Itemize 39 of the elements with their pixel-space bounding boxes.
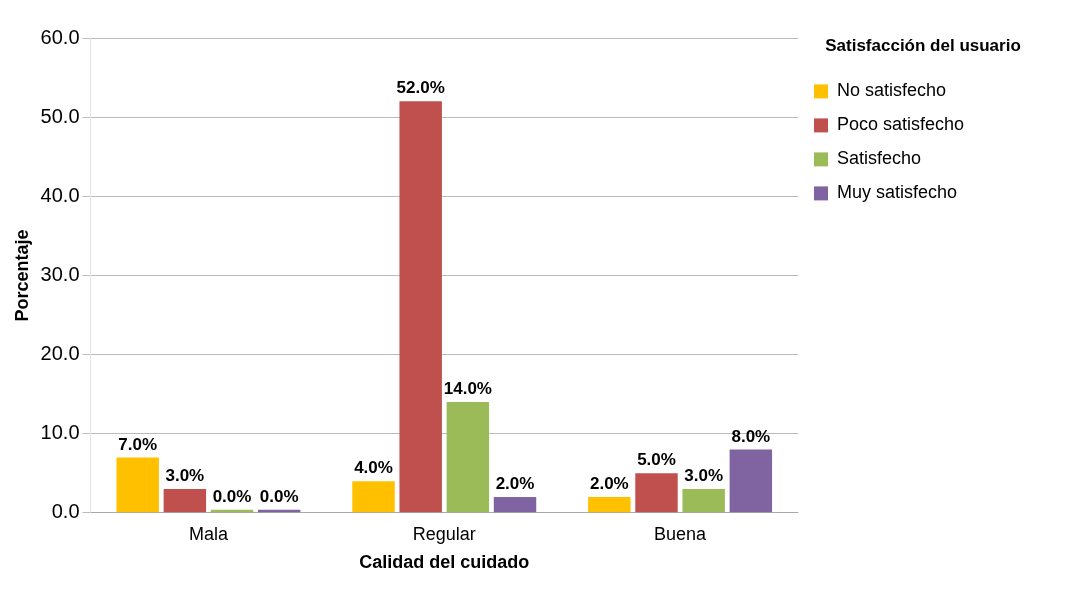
bar [399,101,442,513]
x-tick-label: Regular [412,523,476,544]
y-tick-label: 0.0 [51,500,80,523]
bar [116,457,159,513]
bar [635,473,678,513]
data-label: 4.0% [354,458,393,478]
data-label: 2.0% [495,474,535,494]
data-label: 0.0% [259,486,299,506]
x-tick-label: Buena [654,523,708,544]
legend-label: Muy satisfecho [837,182,958,203]
legend-label: Satisfecho [837,148,922,169]
y-tick-label: 10.0 [40,421,80,444]
bar [682,489,725,513]
x-tick-label: Mala [188,523,229,544]
data-label: 52.0% [396,78,445,98]
data-label: 0.0% [212,486,252,506]
legend-title: Satisfacción del usuario [825,36,1021,56]
bar [588,496,631,513]
bar [493,496,537,513]
data-label: 8.0% [731,426,771,446]
y-tick-label: 30.0 [40,262,80,285]
data-label: 2.0% [589,474,629,494]
y-tick-label: 50.0 [40,104,80,127]
bar [729,449,773,513]
legend-label: No satisfecho [837,80,947,101]
data-label: 3.0% [165,466,205,486]
y-axis-title: Porcentaje [11,229,32,322]
data-label: 14.0% [443,379,492,399]
bar [352,481,395,513]
legend-label: Poco satisfecho [837,114,965,135]
bar [163,489,207,513]
data-label: 5.0% [637,450,676,470]
bar [446,402,490,513]
y-tick-label: 60.0 [40,25,80,48]
y-tick-label: 40.0 [40,183,80,206]
y-tick-label: 20.0 [40,342,80,365]
x-axis-title: Calidad del cuidado [359,552,530,573]
data-label: 7.0% [118,434,158,454]
data-label: 3.0% [684,466,724,486]
